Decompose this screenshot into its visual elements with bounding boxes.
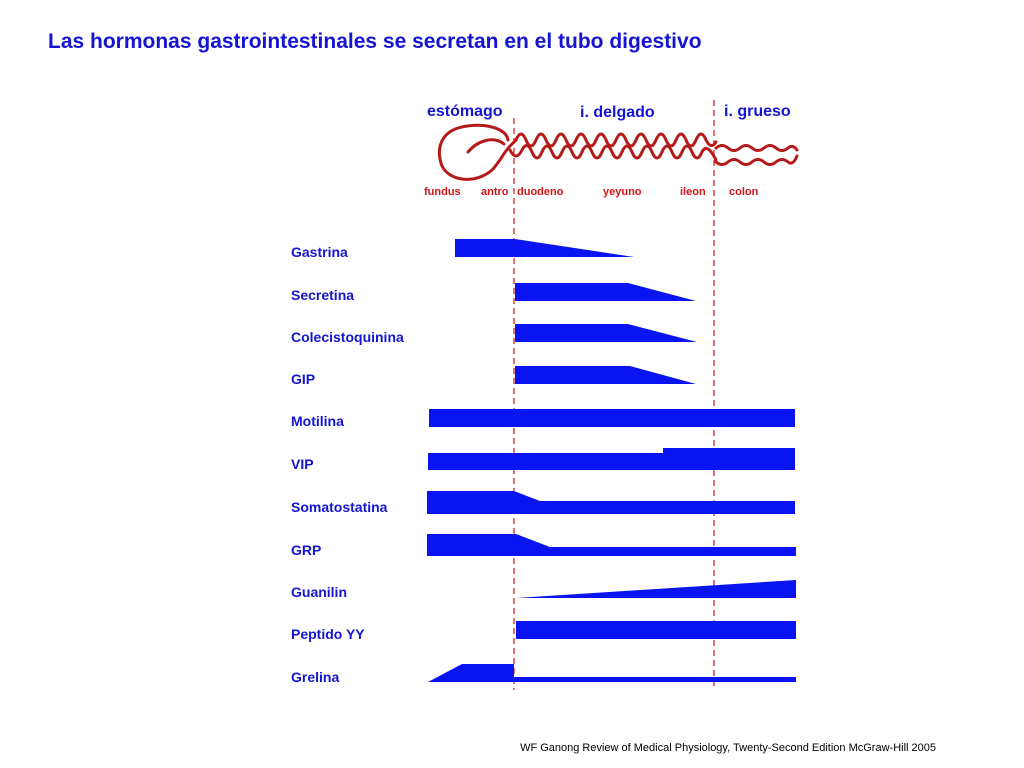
secretion-bar-peptido-yy <box>516 621 796 639</box>
segment-label-ileon: ileon <box>680 186 706 198</box>
secretion-bar-guanilin <box>516 580 796 598</box>
secretion-bar-grp <box>427 534 796 556</box>
stomach-outline <box>437 123 518 181</box>
secretion-bar-grelina <box>428 664 796 682</box>
secretion-bar-vip <box>428 448 795 470</box>
segment-label-duodeno: duodeno <box>517 186 564 198</box>
region-label-stomach: estómago <box>427 103 503 120</box>
stomach-inner-curve <box>466 138 506 154</box>
region-label-large-intestine: i. grueso <box>724 103 791 120</box>
digestive-tract-outline-icon <box>437 123 799 181</box>
segment-label-yeyuno: yeyuno <box>603 186 642 198</box>
hormone-label-guanilin: Guanilin <box>291 584 347 600</box>
small-intestine-upper-wall <box>514 132 718 148</box>
large-intestine-upper-wall <box>714 144 799 152</box>
hormone-label-grelina: Grelina <box>291 669 340 685</box>
secretion-bar-secretina <box>515 283 696 301</box>
hormone-label-motilina: Motilina <box>291 413 344 429</box>
secretion-bar-motilina <box>429 409 795 427</box>
hormone-label-colecistoquinina: Colecistoquinina <box>291 329 404 345</box>
segment-label-antro: antro <box>481 186 509 198</box>
secretion-bar-gip <box>515 366 696 384</box>
small-intestine-lower-wall <box>508 144 718 162</box>
secretion-bar-gastrina <box>455 239 634 257</box>
secretion-bar-colecistoquinina <box>515 324 697 342</box>
segment-label-colon: colon <box>729 186 759 198</box>
hormone-label-somatostatina: Somatostatina <box>291 499 388 515</box>
hormone-label-vip: VIP <box>291 456 314 472</box>
segment-label-fundus: fundus <box>424 186 461 198</box>
hormone-label-gip: GIP <box>291 371 316 387</box>
hormone-label-gastrina: Gastrina <box>291 244 348 260</box>
hormone-label-peptido-yy: Peptido YY <box>291 626 365 642</box>
secretion-bar-somatostatina <box>427 491 795 514</box>
page-title: Las hormonas gastrointestinales se secre… <box>48 30 702 53</box>
hormone-label-grp: GRP <box>291 542 322 558</box>
source-citation: WF Ganong Review of Medical Physiology, … <box>520 742 936 754</box>
large-intestine-lower-wall <box>714 154 799 166</box>
hormone-label-secretina: Secretina <box>291 287 355 303</box>
region-label-small-intestine: i. delgado <box>580 104 655 121</box>
